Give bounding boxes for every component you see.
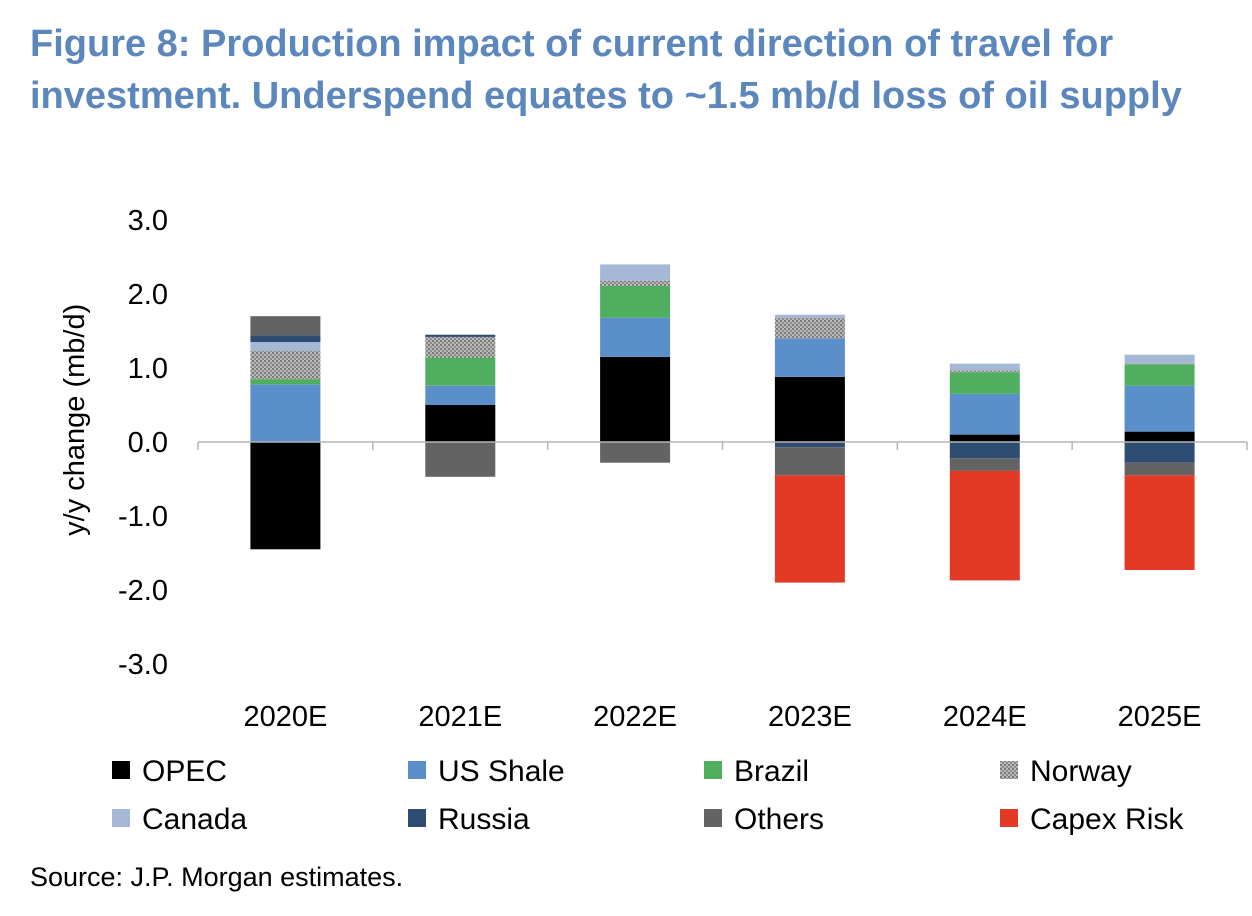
legend-swatch-opec (112, 761, 130, 779)
bar-segment-others (774, 447, 845, 476)
bar-segment-brazil (250, 379, 321, 385)
legend-label-opec: OPEC (142, 755, 227, 788)
y-tick-label: -1.0 (118, 501, 168, 533)
figure-title-line-1: Figure 8: Production impact of current d… (30, 23, 1114, 65)
bar-segment-others (600, 442, 671, 463)
bar-segment-norway (774, 317, 845, 339)
legend-swatch-others (704, 809, 722, 827)
bar-segment-canada (1124, 354, 1195, 364)
y-tick-label: 1.0 (128, 353, 168, 385)
bar-segment-opec (949, 434, 1020, 442)
bar-segment-brazil (1124, 364, 1195, 386)
bar-segment-others (949, 458, 1020, 471)
bar-segment-norway (425, 336, 496, 358)
legend-label-russia: Russia (438, 803, 530, 836)
bar-segment-canada (949, 363, 1020, 371)
bar-segment-opec (1124, 431, 1195, 442)
bar-segment-us-shale (774, 338, 845, 377)
legend-swatch-norway (1000, 761, 1018, 779)
x-tick-label: 2022E (593, 701, 677, 733)
stacked-bar-chart: 3.0 2.0 1.0 0.0 -1.0 -2.0 -3.0 y/y change (mb/d… (59, 205, 1248, 836)
bar-segment-russia (425, 334, 496, 337)
bar-segment-russia (250, 335, 321, 343)
bar-segment-opec (600, 356, 671, 442)
legend-label-norway: Norway (1030, 755, 1132, 788)
bar-segment-us-shale (600, 317, 671, 357)
figure-title: Figure 8: Production impact of current d… (30, 18, 1230, 122)
y-tick-label: -3.0 (118, 649, 168, 681)
legend-swatch-capex-risk (1000, 809, 1018, 827)
legend-label-capex-risk: Capex Risk (1030, 803, 1184, 836)
y-tick-label: 2.0 (128, 279, 168, 311)
legend-swatch-us-shale (408, 761, 426, 779)
bar-segment-brazil (425, 357, 496, 386)
bar-segment-norway (949, 370, 1020, 373)
legend: OPEC US Shale Brazil Norway Canada Russia Othe… (112, 755, 1184, 836)
legend-label-canada: Canada (142, 803, 247, 836)
x-tick-label: 2024E (943, 701, 1027, 733)
bar-segment-norway (1124, 363, 1195, 365)
bar-segment-canada (250, 342, 321, 351)
y-tick-label: 3.0 (128, 205, 168, 237)
bar-segment-others (1124, 462, 1195, 476)
x-tick-label: 2023E (768, 701, 852, 733)
bar-segment-others (250, 316, 321, 336)
legend-swatch-brazil (704, 761, 722, 779)
legend-label-others: Others (734, 803, 824, 836)
bar-segment-opec (425, 405, 496, 442)
bar-segment-norway (250, 351, 321, 380)
bars (250, 264, 1195, 583)
bar-segment-norway (600, 280, 671, 286)
y-tick-label: 0.0 (128, 427, 168, 459)
bar-segment-brazil (949, 372, 1020, 394)
bar-segment-russia (1124, 442, 1195, 463)
legend-label-us-shale: US Shale (438, 755, 565, 788)
legend-swatch-canada (112, 809, 130, 827)
bar-segment-russia (949, 442, 1020, 459)
legend-label-brazil: Brazil (734, 755, 809, 788)
x-tick-label: 2020E (243, 701, 327, 733)
bar-segment-capex-risk (774, 475, 845, 583)
bar-segment-opec (774, 376, 845, 442)
x-tick-label: 2021E (418, 701, 502, 733)
bar-segment-canada (774, 314, 845, 318)
bar-segment-russia (774, 442, 845, 448)
figure-title-line-2: investment. Underspend equates to ~1.5 m… (30, 75, 1182, 117)
y-axis-title: y/y change (mb/d) (59, 304, 91, 536)
bar-segment-opec (250, 442, 321, 550)
bar-segment-capex-risk (949, 470, 1020, 581)
legend-swatch-russia (408, 809, 426, 827)
bar-segment-others (425, 442, 496, 477)
y-tick-label: -2.0 (118, 575, 168, 607)
bar-segment-brazil (600, 285, 671, 318)
source-note: Source: J.P. Morgan estimates. (30, 862, 404, 892)
bar-segment-us-shale (1124, 385, 1195, 432)
x-axis: 2020E 2021E 2022E 2023E 2024E 2025E (197, 441, 1248, 733)
bar-segment-us-shale (425, 385, 496, 405)
bar-segment-canada (600, 264, 671, 281)
bar-segment-us-shale (949, 393, 1020, 435)
bar-segment-us-shale (250, 384, 321, 442)
y-axis: 3.0 2.0 1.0 0.0 -1.0 -2.0 -3.0 y/y change (mb/d… (59, 205, 168, 681)
x-tick-label: 2025E (1118, 701, 1202, 733)
bar-segment-capex-risk (1124, 475, 1195, 570)
